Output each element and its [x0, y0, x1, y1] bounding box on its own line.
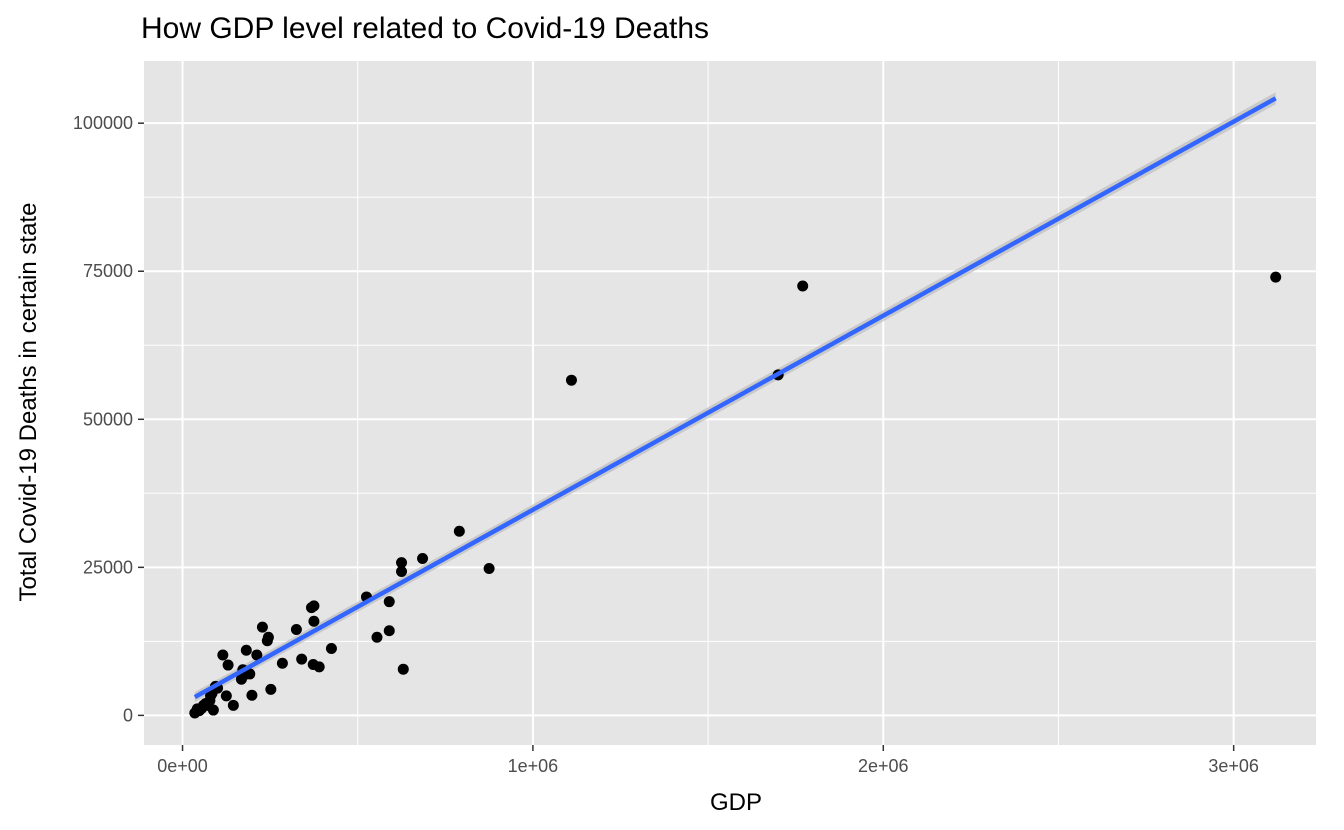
data-point: [222, 659, 234, 671]
data-point: [261, 635, 273, 647]
y-axis-ticks: 0 25000 50000 75000 100000: [73, 113, 144, 725]
data-point: [227, 699, 239, 711]
data-point: [246, 689, 258, 701]
trend-line-layer: [193, 96, 1277, 699]
y-tick-label: 0: [123, 705, 133, 725]
data-point: [265, 683, 277, 695]
data-point: [251, 649, 263, 661]
data-point: [396, 557, 408, 569]
data-point: [383, 596, 395, 608]
x-axis-title: GDP: [710, 789, 762, 816]
data-point: [1270, 271, 1282, 283]
data-point: [453, 525, 465, 537]
y-tick-label: 100000: [73, 113, 133, 133]
data-point: [276, 657, 288, 669]
data-point: [220, 690, 232, 702]
data-point: [217, 649, 229, 661]
y-tick-label: 25000: [83, 557, 133, 577]
data-point: [797, 280, 809, 292]
data-point: [565, 374, 577, 386]
data-point: [296, 653, 308, 665]
data-point: [483, 563, 495, 575]
data-point: [396, 565, 408, 577]
data-point: [307, 658, 319, 670]
data-point: [417, 552, 429, 564]
major-grid: [144, 61, 1316, 745]
data-point: [397, 663, 409, 675]
x-tick-label: 0e+00: [157, 756, 208, 776]
y-axis-title: Total Covid-19 Deaths in certain state: [15, 203, 42, 602]
x-tick-label: 3e+06: [1208, 756, 1259, 776]
x-axis-ticks: 0e+00 1e+06 2e+06 3e+06: [157, 745, 1259, 776]
data-point: [383, 625, 395, 637]
data-point: [189, 707, 201, 719]
y-tick-label: 75000: [83, 261, 133, 281]
data-point: [235, 673, 247, 685]
data-point: [290, 624, 302, 636]
minor-grid: [144, 61, 1316, 745]
data-point: [305, 602, 317, 614]
data-point: [371, 631, 383, 643]
y-tick-label: 50000: [83, 409, 133, 429]
data-point: [256, 621, 268, 633]
data-point: [325, 642, 337, 654]
x-tick-label: 1e+06: [508, 756, 559, 776]
trend-line: [193, 96, 1277, 699]
data-point: [308, 615, 320, 627]
data-point: [240, 644, 252, 656]
x-tick-label: 2e+06: [858, 756, 909, 776]
chart-title: How GDP level related to Covid-19 Deaths: [141, 12, 709, 45]
